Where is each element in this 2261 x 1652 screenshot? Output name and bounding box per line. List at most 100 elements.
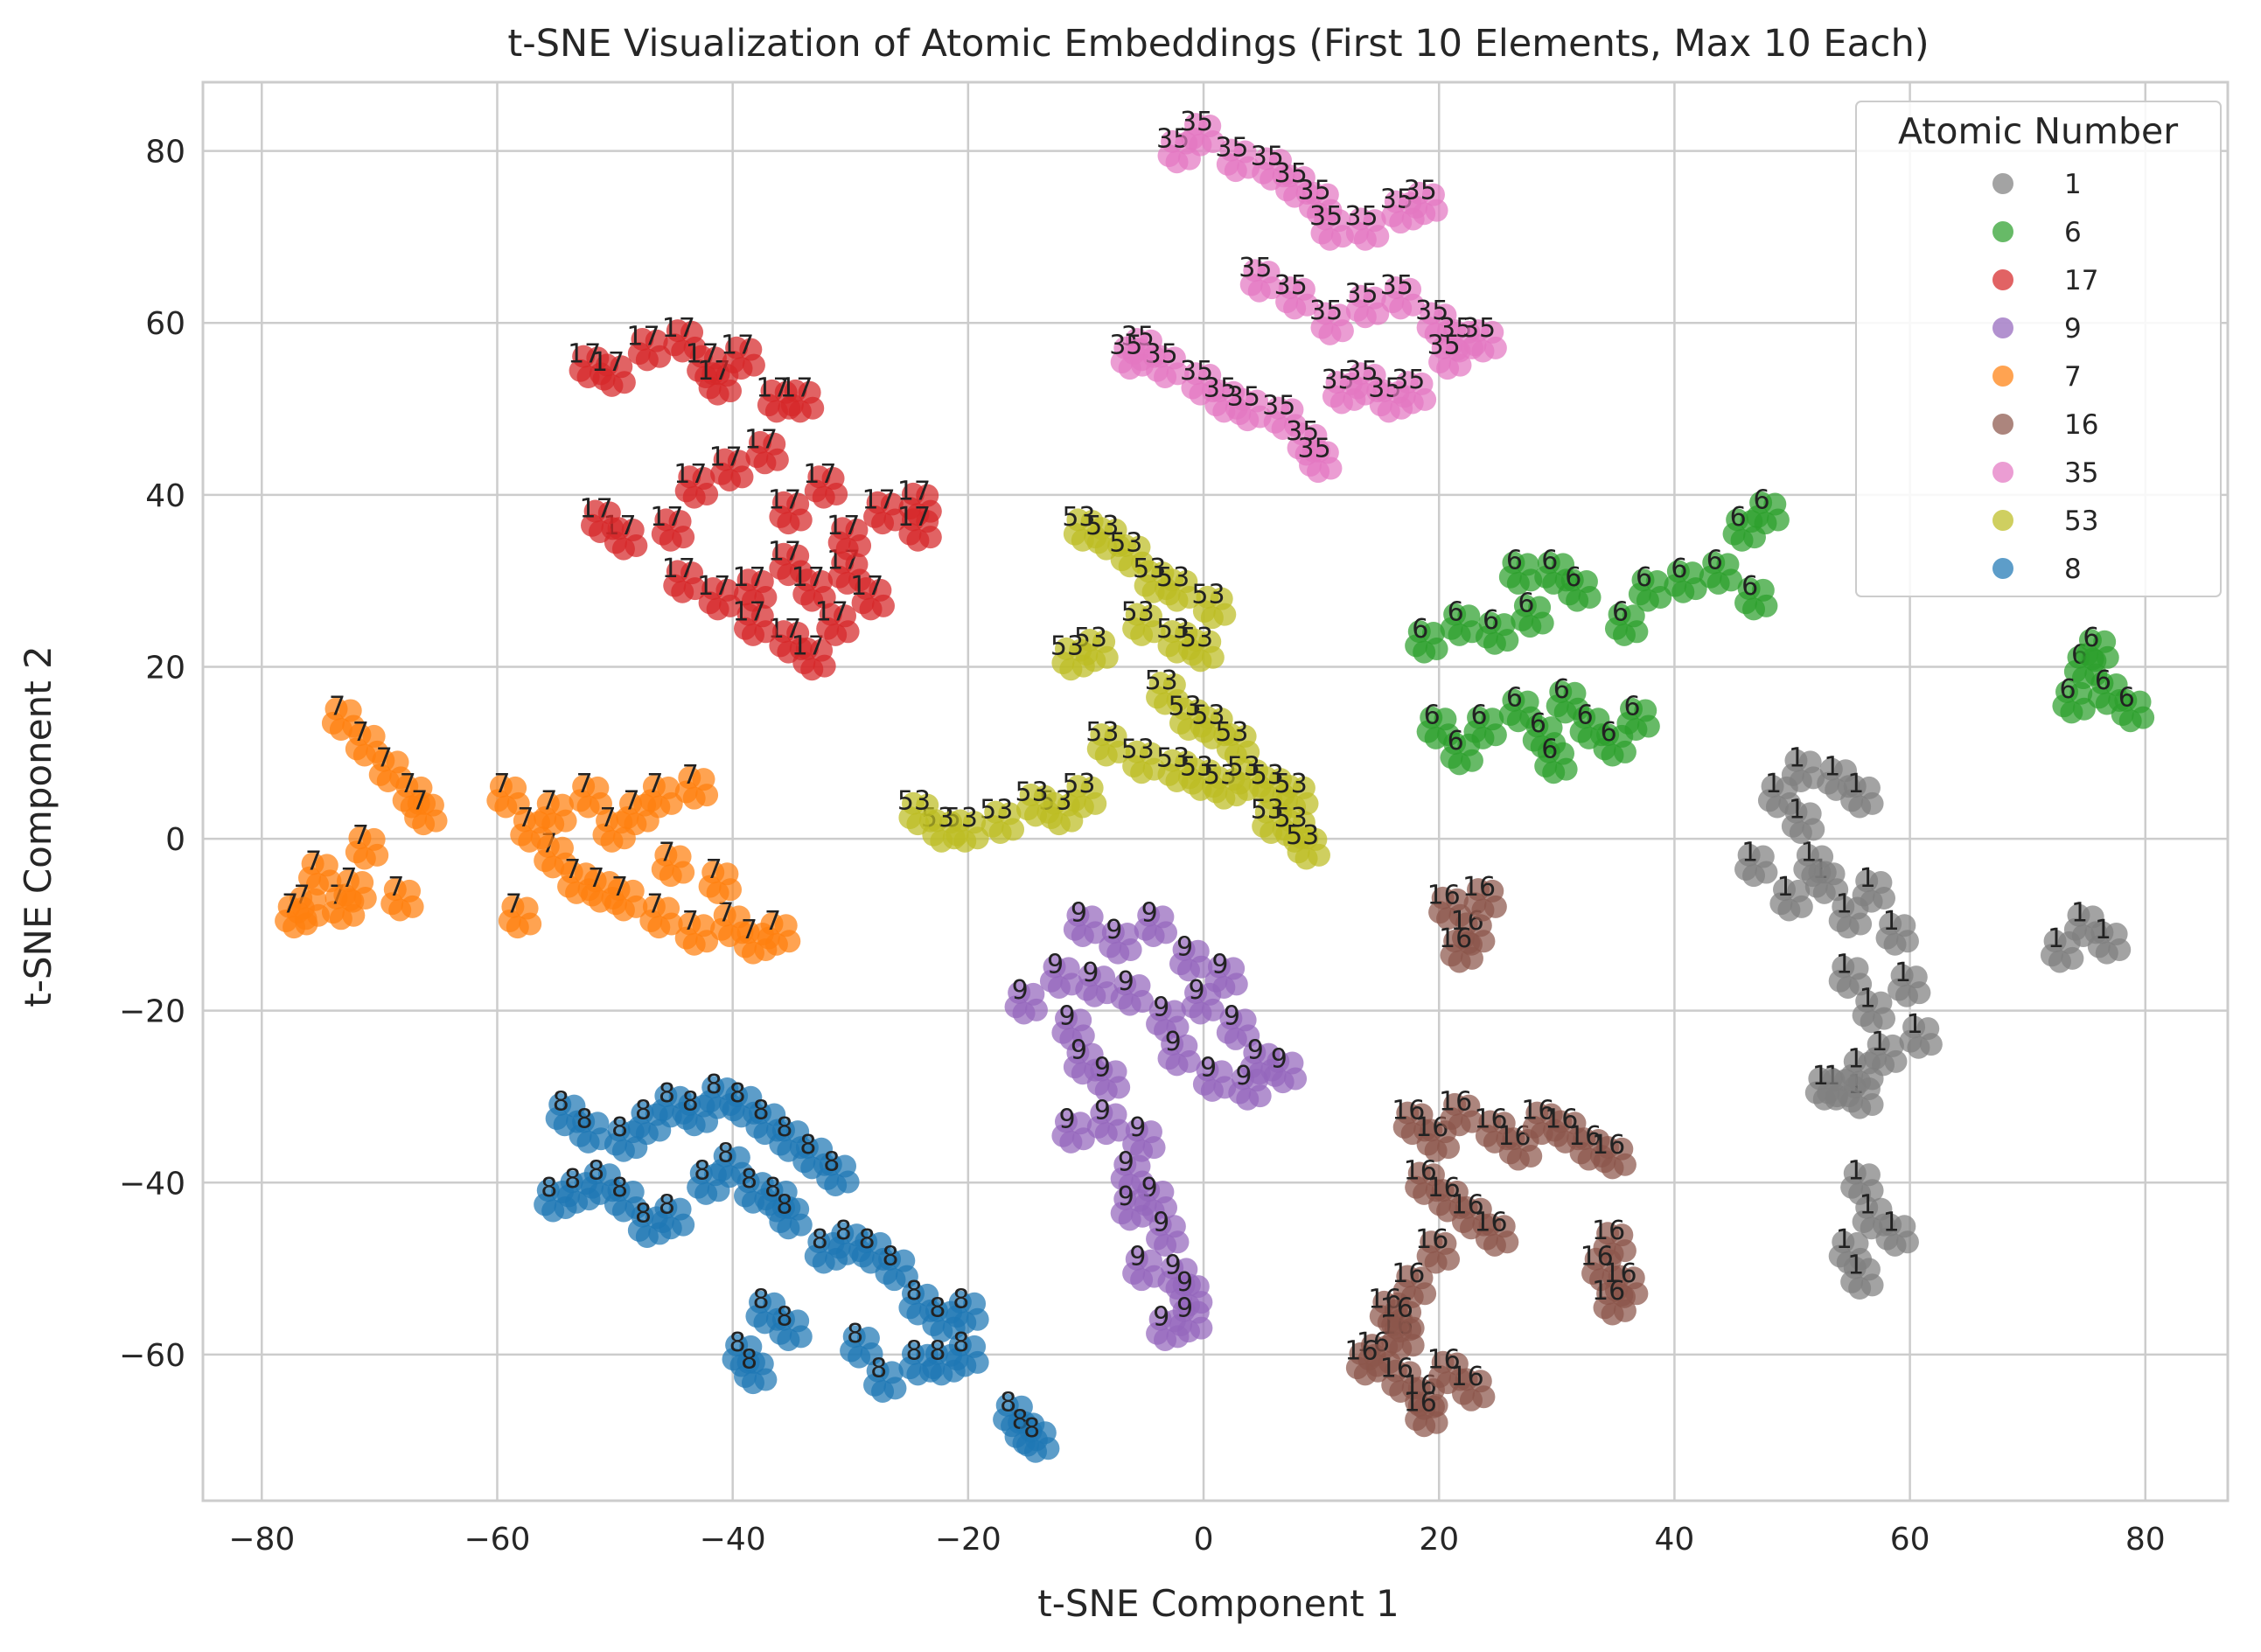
data-point <box>701 362 725 386</box>
data-point <box>1855 989 1879 1013</box>
point-label: 7 <box>764 906 781 937</box>
point-label: 16 <box>1380 1353 1413 1384</box>
point-label: 9 <box>1118 1147 1134 1177</box>
data-point <box>1349 1342 1372 1365</box>
point-label: 9 <box>1129 1242 1146 1272</box>
data-point <box>1314 207 1337 231</box>
data-point <box>1895 930 1919 953</box>
point-label: 53 <box>1085 511 1119 541</box>
point-label: 17 <box>827 511 860 541</box>
data-point <box>1761 775 1784 798</box>
data-point <box>1349 284 1372 308</box>
data-point <box>1737 577 1761 601</box>
point-label: 8 <box>1000 1388 1016 1418</box>
data-point <box>1855 1195 1879 1219</box>
data-point <box>1613 1299 1636 1322</box>
data-point <box>1260 276 1284 300</box>
point-label: 8 <box>1023 1413 1040 1444</box>
point-label: 53 <box>1274 769 1308 799</box>
data-point <box>1278 164 1301 188</box>
data-point <box>1119 938 1142 962</box>
point-label: 6 <box>1741 571 1758 602</box>
data-point <box>736 568 760 592</box>
point-label: 8 <box>611 1112 628 1143</box>
data-point <box>1131 990 1155 1014</box>
data-point <box>902 1342 925 1365</box>
point-label: 8 <box>729 1078 746 1109</box>
data-point <box>1483 895 1507 918</box>
data-point <box>1113 336 1137 359</box>
data-point <box>1596 1135 1620 1159</box>
data-point <box>855 1230 878 1254</box>
data-point <box>1525 1101 1549 1125</box>
point-label: 17 <box>850 571 883 602</box>
data-point <box>489 775 513 798</box>
point-label: 6 <box>1730 502 1747 533</box>
data-point <box>1201 998 1225 1021</box>
data-point <box>1148 998 1172 1021</box>
point-label: 7 <box>352 820 369 851</box>
point-label: 8 <box>776 1112 792 1143</box>
point-label: 35 <box>1427 331 1461 361</box>
point-label: 1 <box>1836 1224 1853 1255</box>
data-point <box>631 1204 654 1228</box>
data-point <box>1066 775 1090 798</box>
point-label: 8 <box>588 1155 604 1186</box>
data-point <box>1284 1067 1308 1091</box>
point-label: 53 <box>1156 742 1190 773</box>
data-point <box>1184 629 1208 652</box>
point-label: 7 <box>659 838 675 868</box>
data-point <box>1090 723 1113 747</box>
point-label: 7 <box>411 786 428 817</box>
data-point <box>701 861 725 884</box>
point-label: 16 <box>1439 924 1472 954</box>
data-point <box>866 491 890 514</box>
y-tick-label: −20 <box>119 994 185 1030</box>
data-point <box>1060 809 1084 833</box>
data-point <box>383 878 407 902</box>
data-point <box>902 791 925 815</box>
point-label: 17 <box>792 562 825 593</box>
data-point <box>1573 706 1596 729</box>
point-label: 35 <box>1462 313 1496 344</box>
data-point <box>942 826 966 850</box>
data-point <box>1902 1015 1926 1039</box>
data-point <box>353 887 377 910</box>
data-point <box>754 620 778 644</box>
data-point <box>1349 207 1372 231</box>
point-label: 8 <box>706 1070 722 1100</box>
data-point <box>1813 861 1837 884</box>
data-point <box>1219 138 1243 162</box>
data-point <box>1278 809 1301 833</box>
data-point <box>1596 723 1620 747</box>
data-point <box>407 791 430 815</box>
point-label: 6 <box>1412 614 1428 645</box>
point-label: 16 <box>1427 1345 1461 1376</box>
data-point <box>736 1170 760 1194</box>
point-label: 8 <box>929 1336 946 1367</box>
point-label: 8 <box>741 1164 757 1195</box>
data-point <box>1631 568 1655 592</box>
data-point <box>1879 1213 1902 1237</box>
data-point <box>1254 800 1278 824</box>
data-point <box>1843 1049 1867 1073</box>
data-point <box>1720 568 1743 592</box>
point-label: 53 <box>1156 562 1190 593</box>
data-point <box>1431 1350 1455 1374</box>
data-point <box>1455 912 1478 936</box>
point-label: 8 <box>694 1155 710 1186</box>
point-label: 8 <box>576 1104 593 1134</box>
data-point <box>871 594 895 617</box>
data-point <box>1755 594 1778 617</box>
point-label: 8 <box>764 1173 781 1203</box>
point-label: 16 <box>1427 881 1461 911</box>
data-point <box>771 1307 795 1331</box>
point-label: 1 <box>1871 1027 1888 1057</box>
data-point <box>1036 800 1060 824</box>
data-point <box>1832 1230 1855 1254</box>
data-point <box>1560 568 1584 592</box>
data-point <box>1084 791 1107 815</box>
point-label: 53 <box>1156 614 1190 645</box>
data-point <box>395 775 419 798</box>
